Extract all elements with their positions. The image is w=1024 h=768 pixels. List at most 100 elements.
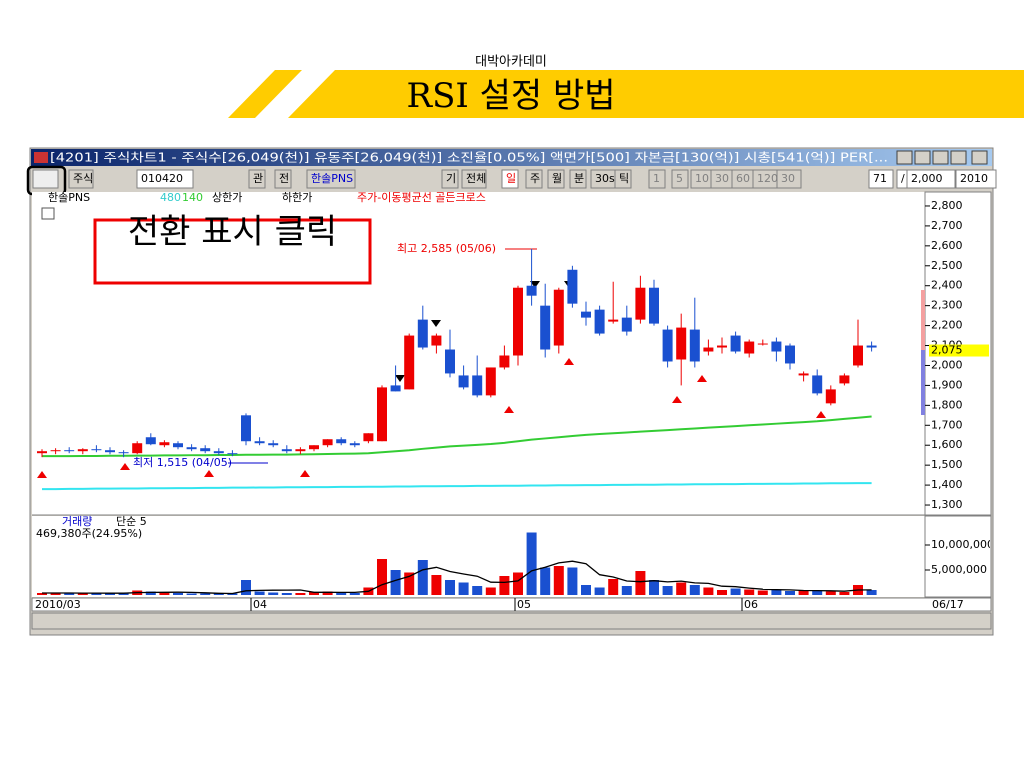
- toolbar-item[interactable]: [461, 169, 487, 189]
- volume-bar: [390, 570, 401, 595]
- toolbar-item[interactable]: [525, 169, 543, 189]
- volume-bar: [241, 580, 251, 595]
- volume-bar: [513, 572, 523, 595]
- button[interactable]: [932, 150, 949, 165]
- toolbar-item[interactable]: [569, 169, 587, 189]
- volume-bar: [145, 591, 156, 595]
- candle-body: [499, 355, 510, 368]
- buy-signal: [120, 463, 130, 470]
- volume-bar: [281, 593, 292, 595]
- volume-bar: [349, 593, 360, 595]
- candle-body: [771, 341, 782, 352]
- window-buttons: [896, 150, 988, 165]
- volume-bar: [472, 586, 483, 595]
- scrollbar[interactable]: [31, 612, 992, 630]
- candle-body: [390, 385, 401, 392]
- y-tick-label: 1,700: [931, 418, 963, 431]
- signal-arrows: [37, 358, 826, 478]
- candle-body: [173, 443, 183, 448]
- candle-body: [785, 345, 795, 364]
- candle-body: [363, 433, 374, 442]
- toolbar-label: 주식: [73, 172, 93, 185]
- toolbar-item[interactable]: [501, 169, 519, 189]
- buy-signal: [204, 470, 214, 477]
- toolbar-item[interactable]: [776, 169, 802, 189]
- toolbar-item[interactable]: [274, 169, 292, 189]
- title-bar: [31, 149, 992, 166]
- volume-bar: [91, 593, 102, 595]
- volume-info: 469,380주(24.95%): [36, 527, 142, 540]
- candle-body: [703, 347, 714, 352]
- volume-bar: [866, 590, 877, 595]
- candle-body: [866, 345, 877, 348]
- toolbar-label: 60: [736, 172, 750, 185]
- volume-bar: [431, 575, 442, 595]
- toolbar-item[interactable]: [441, 169, 459, 189]
- y-tick-label: 1,600: [931, 438, 963, 451]
- legend-item: 상한가: [212, 191, 242, 204]
- volume-bar: [295, 593, 306, 595]
- candle-body: [281, 449, 292, 452]
- button[interactable]: [914, 150, 931, 165]
- legend-item: 주가-이동평균선 골든크로스: [357, 191, 486, 204]
- date-label: 04: [253, 598, 267, 611]
- toolbar-item[interactable]: [68, 169, 94, 189]
- volume-bar: [118, 593, 129, 595]
- toolbar-label: 10: [695, 172, 709, 185]
- y-tick-label: 2,000: [931, 358, 963, 371]
- candle-body: [159, 442, 170, 446]
- volume-bar: [309, 592, 319, 595]
- sell-signal: [431, 320, 441, 327]
- toolbar-item[interactable]: [248, 169, 266, 189]
- volume-bar: [186, 593, 197, 595]
- date-label: 05: [517, 598, 531, 611]
- buy-signal: [37, 471, 47, 478]
- callout-text: 전환 표시 클릭: [127, 212, 338, 252]
- candle-body: [404, 335, 415, 390]
- volume-bar: [676, 582, 687, 595]
- checkbox[interactable]: [41, 207, 55, 220]
- y-tick-label: 1,900: [931, 378, 963, 391]
- toggle-button[interactable]: [32, 169, 59, 189]
- toolbar-item[interactable]: [614, 169, 632, 189]
- toolbar-item[interactable]: [671, 169, 689, 189]
- volume-bar: [200, 593, 211, 595]
- close-button[interactable]: [971, 150, 988, 165]
- toolbar-item[interactable]: [547, 169, 565, 189]
- date-axis: [31, 597, 992, 612]
- volume-bar: [839, 592, 850, 595]
- volume-method: 단순 5: [116, 515, 147, 528]
- button[interactable]: [896, 150, 913, 165]
- toolbar-item[interactable]: [955, 169, 997, 189]
- candle-body: [485, 367, 496, 396]
- volume-bar: [689, 585, 700, 595]
- banner: [288, 70, 1024, 118]
- slide-title: RSI 설정 방법: [406, 76, 615, 116]
- volume-bar: [649, 580, 659, 595]
- toolbar-item[interactable]: [906, 169, 956, 189]
- candle-body: [594, 309, 605, 334]
- volume-bar: [445, 580, 455, 595]
- date-label: 2010/03: [35, 598, 81, 611]
- toolbar-item[interactable]: [868, 169, 894, 189]
- candle-body: [186, 447, 197, 450]
- volume-bar: [268, 592, 279, 595]
- toolbar-label: 010420: [141, 172, 183, 185]
- toolbar-label: 월: [552, 172, 562, 185]
- candle-body: [717, 345, 727, 348]
- candle-body: [336, 439, 347, 444]
- y-tick-label: 2,800: [931, 199, 963, 212]
- volume-bar: [227, 593, 238, 595]
- toolbar-item[interactable]: [136, 169, 194, 189]
- candle-body: [213, 451, 224, 454]
- y-tick-label: 10,000,000: [931, 538, 994, 551]
- toolbar-item[interactable]: [648, 169, 666, 189]
- button[interactable]: [950, 150, 967, 165]
- candle-body: [322, 439, 333, 446]
- low-note: 최저 1,515 (04/05): [133, 456, 232, 469]
- buy-signal: [816, 411, 826, 418]
- sell-signal: [395, 375, 405, 382]
- toolbar-item[interactable]: [306, 169, 356, 189]
- y-tick-label: 2,600: [931, 239, 963, 252]
- volume-bar: [173, 593, 183, 595]
